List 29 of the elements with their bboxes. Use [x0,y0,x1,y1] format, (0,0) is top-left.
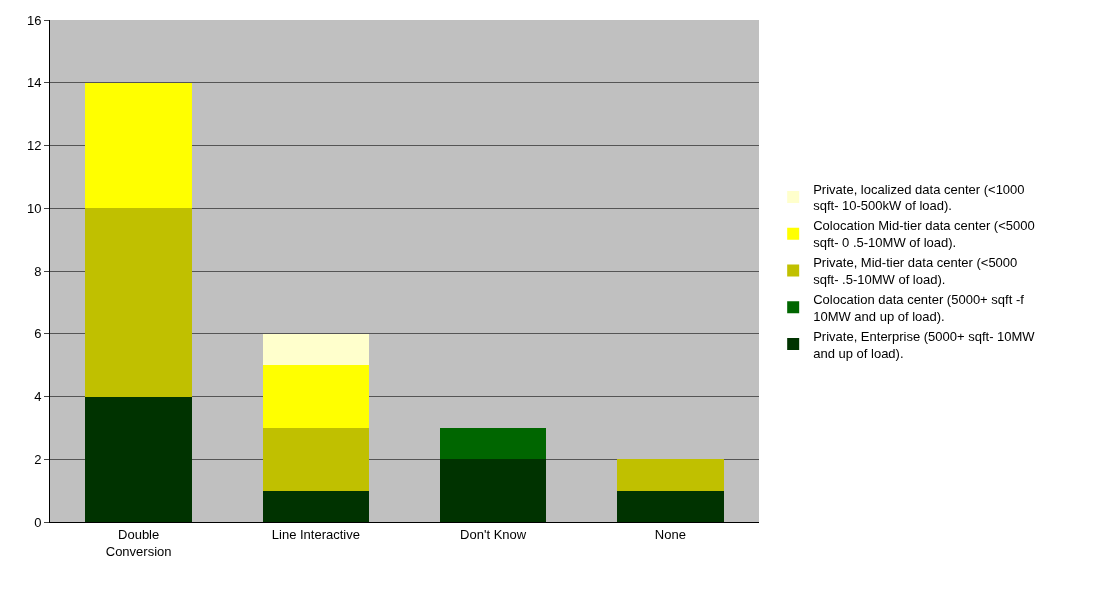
legend-label: Private, Mid-tier data center (<5000 sqft- .5-10MW of load). [813,255,1018,288]
legend-label: Private, localized data center (<1000 sqft- 10-500kW of load). [813,181,1025,214]
legend-label: Colocation Mid-tier data center (<5000 sqft- 0 .5-10MW of load). [813,218,1035,251]
bar [262,427,370,491]
bar [85,82,192,209]
bar [262,333,370,366]
x-tick-label: Don't Know [460,526,527,542]
x-tick-label: Line Interactive [271,526,360,542]
y-tick-label: 12 [26,138,42,154]
y-tick-label: 16 [26,12,42,28]
legend-label: Colocation data center (5000+ sqft -f 10MW and up of load). [813,291,1025,324]
y-tick-label: 0 [34,514,42,530]
bar [439,459,547,522]
x-tick-label: Double Conversion [105,526,172,559]
bar [262,365,370,428]
y-tick-label: 10 [26,200,42,216]
legend-label: Private, Enterprise (5000+ sqft- 10MW and up of load). [813,328,1036,361]
x-tick-label: None [654,526,686,542]
bar [85,208,192,397]
bar [617,459,724,491]
bar [85,396,192,522]
y-tick-label: 4 [34,389,42,405]
y-tick-label: 14 [26,75,42,91]
bar [439,427,547,460]
y-tick-label: 8 [34,263,42,279]
y-tick-label: 2 [34,451,42,467]
y-tick-label: 6 [34,326,42,342]
bar [262,490,370,522]
bar [617,490,724,522]
